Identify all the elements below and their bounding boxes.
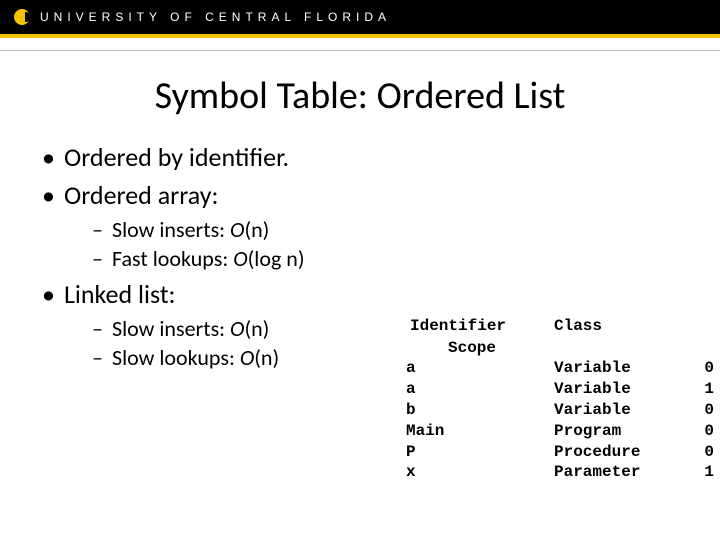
table-cell: b: [404, 400, 554, 421]
table-cell: Program: [554, 421, 674, 442]
table-cell: Variable: [554, 400, 674, 421]
bullet-item: Ordered array: Slow inserts: O(n) Fast l…: [40, 179, 680, 274]
table-cell: 0: [674, 400, 714, 421]
sub-text: Slow lookups:: [112, 344, 240, 371]
sub-bullet-list: Slow inserts: O(n) Slow lookups: O(n): [64, 314, 404, 373]
table-row: bVariable0: [404, 400, 714, 421]
sub-text: (n): [254, 344, 279, 371]
table-row: aVariable1: [404, 379, 714, 400]
table-row: MainProgram0: [404, 421, 714, 442]
table-cell: 1: [674, 462, 714, 483]
bullet-text: Ordered by identifier.: [64, 141, 289, 173]
bullet-item: Ordered by identifier.: [40, 141, 680, 175]
table-row: aVariable0: [404, 358, 714, 379]
bullet-item: Linked list: Slow inserts: O(n) Slow loo…: [40, 278, 680, 483]
table-cell: Parameter: [554, 462, 674, 483]
table-cell: Main: [404, 421, 554, 442]
big-o: O: [233, 245, 247, 272]
table-cell: a: [404, 379, 554, 400]
bullet-text: Linked list:: [64, 278, 176, 310]
bullet-list: Ordered by identifier. Ordered array: Sl…: [40, 141, 680, 483]
big-o: O: [240, 344, 254, 371]
slide-content: Symbol Table: Ordered List Ordered by id…: [0, 51, 720, 483]
brand-header: UNIVERSITY OF CENTRAL FLORIDA: [0, 0, 720, 34]
table-cell: 0: [674, 442, 714, 463]
sub-bullet-list: Slow inserts: O(n) Fast lookups: O(log n…: [64, 215, 680, 274]
sub-text: (log n): [248, 245, 305, 272]
two-column-row: Slow inserts: O(n) Slow lookups: O(n) Id…: [64, 312, 680, 483]
sub-text: (n): [244, 315, 269, 342]
sub-bullet-item: Fast lookups: O(log n): [64, 244, 680, 274]
sub-bullet-item: Slow lookups: O(n): [64, 343, 404, 373]
table-cell: Variable: [554, 379, 674, 400]
big-o: O: [230, 216, 244, 243]
bullet-text: Ordered array:: [64, 179, 218, 211]
sub-text: Slow inserts:: [112, 315, 230, 342]
table-header-cell: Class: [554, 316, 714, 337]
table-body: aVariable0aVariable1bVariable0MainProgra…: [404, 358, 714, 483]
left-column: Slow inserts: O(n) Slow lookups: O(n): [64, 312, 404, 377]
table-header-cell: Scope: [404, 338, 714, 359]
table-cell: 0: [674, 358, 714, 379]
table-header-row: Identifier Class: [404, 316, 714, 337]
table-cell: 0: [674, 421, 714, 442]
table-cell: 1: [674, 379, 714, 400]
ucf-logo-icon: [14, 9, 30, 25]
slide-title: Symbol Table: Ordered List: [40, 73, 680, 119]
table-cell: a: [404, 358, 554, 379]
table-row: PProcedure0: [404, 442, 714, 463]
sub-bullet-item: Slow inserts: O(n): [64, 215, 680, 245]
table-header-cell: Identifier: [404, 316, 554, 337]
sub-text: Slow inserts:: [112, 216, 230, 243]
table-cell: P: [404, 442, 554, 463]
table-row: xParameter1: [404, 462, 714, 483]
sub-bullet-item: Slow inserts: O(n): [64, 314, 404, 344]
big-o: O: [230, 315, 244, 342]
table-cell: x: [404, 462, 554, 483]
table-cell: Procedure: [554, 442, 674, 463]
symbol-table: Identifier Class Scope aVariable0aVariab…: [404, 312, 714, 483]
sub-text: Fast lookups:: [112, 245, 233, 272]
brand-name: UNIVERSITY OF CENTRAL FLORIDA: [40, 10, 391, 24]
sub-text: (n): [244, 216, 269, 243]
gold-rule: [0, 34, 720, 38]
table-cell: Variable: [554, 358, 674, 379]
